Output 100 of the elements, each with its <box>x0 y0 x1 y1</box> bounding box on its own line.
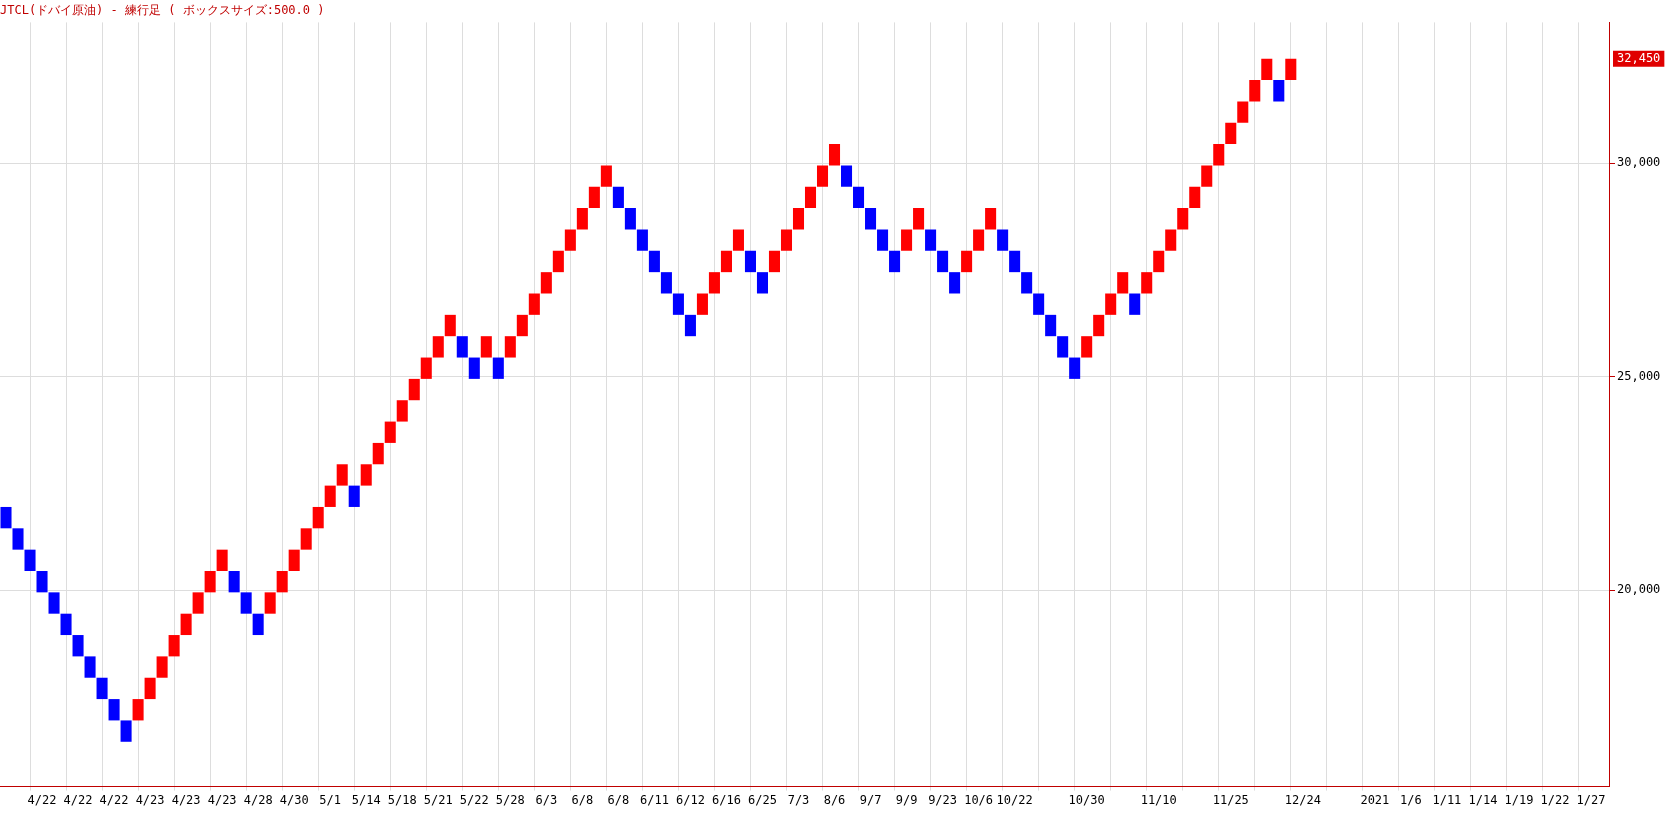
bar <box>60 613 72 636</box>
bar <box>108 699 120 721</box>
bar <box>456 336 468 358</box>
bar <box>180 613 192 636</box>
bar <box>72 635 84 657</box>
x-tick-label: 12/24 <box>1284 792 1321 807</box>
bar <box>288 549 300 571</box>
bar <box>336 464 348 486</box>
bar <box>48 592 60 614</box>
bar <box>829 144 841 166</box>
bar <box>780 229 793 251</box>
bar <box>516 314 528 337</box>
bar <box>937 250 949 273</box>
x-tick-label: 1/6 <box>1400 792 1422 807</box>
x-tick-label: 6/16 <box>712 792 741 807</box>
bar <box>156 656 168 678</box>
bar <box>853 186 865 209</box>
bar <box>889 250 901 273</box>
bar <box>552 250 564 273</box>
bar <box>672 293 684 315</box>
x-tick-label: 2021 <box>1360 792 1390 807</box>
bar <box>396 400 408 422</box>
bar <box>312 506 324 529</box>
x-tick-label: 9/23 <box>928 792 958 807</box>
bar <box>600 165 612 187</box>
bar <box>816 165 829 187</box>
x-tick-label: 4/23 <box>171 792 201 807</box>
bar <box>564 229 576 251</box>
x-tick-label: 5/18 <box>387 792 417 807</box>
x-tick-label: 10/22 <box>996 792 1033 807</box>
x-tick-label: 5/14 <box>351 792 381 807</box>
x-tick-label: 5/21 <box>423 792 453 807</box>
bar <box>408 378 420 401</box>
bar <box>252 613 264 636</box>
bar <box>1153 250 1165 273</box>
bar <box>636 229 648 251</box>
bar <box>420 357 432 379</box>
x-tick-label: 6/3 <box>535 792 558 807</box>
bar <box>444 314 456 337</box>
bar <box>1129 293 1141 315</box>
bar <box>132 699 144 721</box>
bar <box>540 272 552 294</box>
bar <box>84 656 96 678</box>
bar <box>204 571 216 593</box>
x-tick-label: 6/25 <box>748 792 777 807</box>
bar <box>480 336 492 358</box>
x-tick-label: 5/1 <box>319 792 342 807</box>
x-tick-label: 10/6 <box>964 792 994 807</box>
bar <box>660 272 672 294</box>
bar <box>384 421 396 443</box>
bar <box>901 229 913 251</box>
bar <box>985 208 997 230</box>
bar <box>468 357 480 379</box>
bar <box>276 571 288 593</box>
bar <box>96 677 108 700</box>
bar <box>0 506 12 529</box>
bar <box>24 549 36 571</box>
bar <box>144 677 156 700</box>
x-tick-label: 4/22 <box>27 792 57 807</box>
chart-title: JTCL(ドバイ原油) - 練行足 ( ボックスサイズ:500.0 ) <box>0 3 325 18</box>
bar <box>1081 336 1093 358</box>
bar <box>624 208 636 230</box>
bar <box>372 442 384 465</box>
bar <box>732 229 744 251</box>
x-tick-label: 11/10 <box>1140 792 1177 807</box>
bar <box>1033 293 1045 315</box>
bar <box>1249 80 1261 102</box>
bar <box>865 208 877 230</box>
y-tick-label: 30,000 <box>1617 155 1661 170</box>
bar <box>528 293 540 315</box>
x-tick-label: 9/9 <box>895 792 918 807</box>
bar <box>1213 144 1225 166</box>
bar <box>588 186 600 209</box>
x-tick-label: 10/30 <box>1068 792 1105 807</box>
bar <box>168 635 180 657</box>
bar <box>744 250 756 273</box>
bar <box>1177 208 1189 230</box>
bar <box>324 485 336 507</box>
x-tick-label: 4/22 <box>63 792 93 807</box>
bar <box>1045 314 1057 337</box>
bar <box>1201 165 1213 187</box>
bar <box>756 272 768 294</box>
bar <box>708 272 720 294</box>
bar <box>1093 314 1105 337</box>
x-tick-label: 1/11 <box>1432 792 1462 807</box>
bar <box>300 528 312 550</box>
bar <box>877 229 889 251</box>
x-tick-label: 1/27 <box>1576 792 1606 807</box>
x-tick-label: 4/23 <box>135 792 165 807</box>
bar <box>1273 80 1285 102</box>
x-tick-label: 4/23 <box>207 792 237 807</box>
bar <box>720 250 732 273</box>
bar <box>504 336 516 358</box>
bar <box>492 357 504 379</box>
text: 32,450 <box>1617 50 1661 65</box>
bar <box>1141 272 1153 294</box>
x-tick-label: 4/28 <box>243 792 273 807</box>
bar <box>1189 186 1201 209</box>
bar <box>1261 58 1273 81</box>
bar <box>949 272 961 294</box>
